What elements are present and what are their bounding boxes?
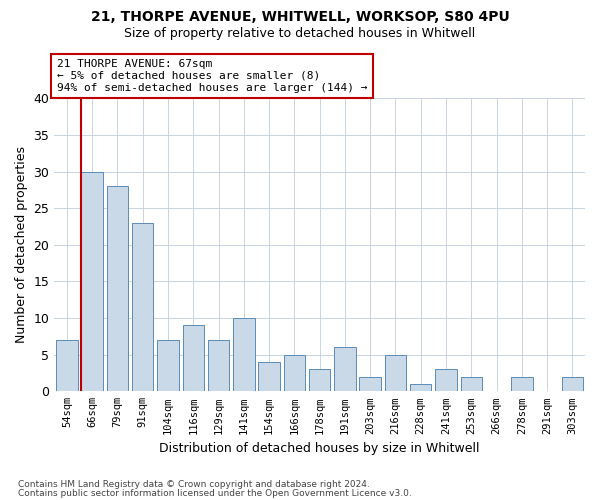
Bar — [461, 376, 482, 392]
Y-axis label: Number of detached properties: Number of detached properties — [15, 146, 28, 344]
Bar — [385, 354, 406, 392]
X-axis label: Distribution of detached houses by size in Whitwell: Distribution of detached houses by size … — [160, 442, 480, 455]
Bar — [334, 348, 356, 392]
Bar — [56, 340, 77, 392]
Text: Contains HM Land Registry data © Crown copyright and database right 2024.: Contains HM Land Registry data © Crown c… — [18, 480, 370, 489]
Bar — [233, 318, 254, 392]
Bar — [182, 326, 204, 392]
Bar — [107, 186, 128, 392]
Bar — [157, 340, 179, 392]
Bar — [359, 376, 381, 392]
Bar — [284, 354, 305, 392]
Bar — [259, 362, 280, 392]
Text: Size of property relative to detached houses in Whitwell: Size of property relative to detached ho… — [124, 28, 476, 40]
Bar — [410, 384, 431, 392]
Bar — [132, 223, 154, 392]
Text: 21, THORPE AVENUE, WHITWELL, WORKSOP, S80 4PU: 21, THORPE AVENUE, WHITWELL, WORKSOP, S8… — [91, 10, 509, 24]
Bar — [435, 370, 457, 392]
Bar — [309, 370, 331, 392]
Text: Contains public sector information licensed under the Open Government Licence v3: Contains public sector information licen… — [18, 488, 412, 498]
Bar — [511, 376, 533, 392]
Bar — [82, 172, 103, 392]
Bar — [562, 376, 583, 392]
Bar — [208, 340, 229, 392]
Text: 21 THORPE AVENUE: 67sqm
← 5% of detached houses are smaller (8)
94% of semi-deta: 21 THORPE AVENUE: 67sqm ← 5% of detached… — [57, 60, 367, 92]
